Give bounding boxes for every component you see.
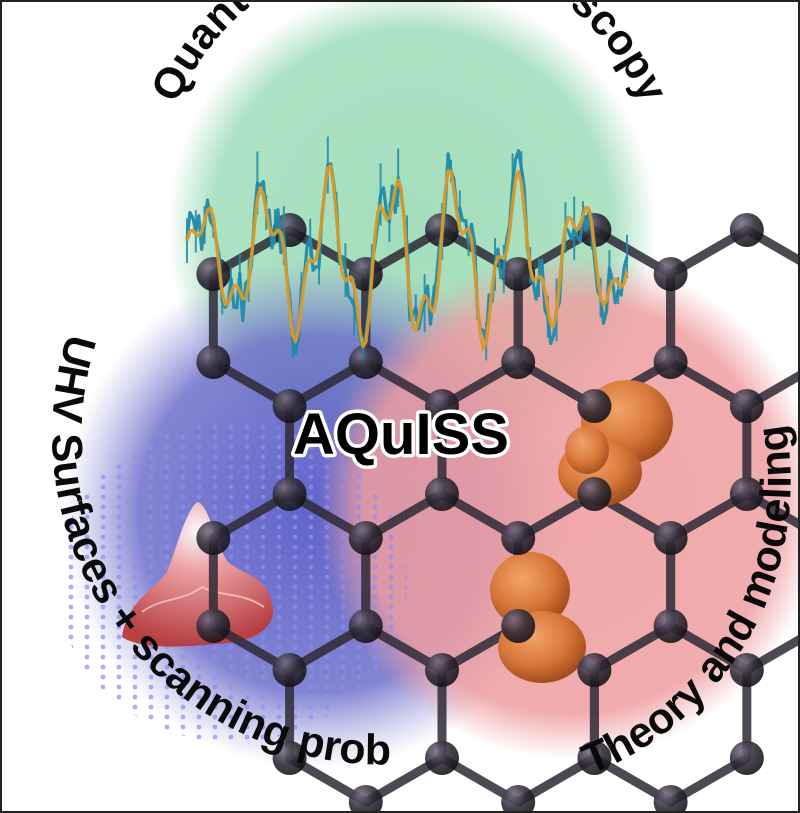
lattice-atom: [272, 389, 307, 423]
stm-surface-topography-icon: [57, 422, 407, 742]
lattice-atom: [653, 609, 688, 643]
lattice-atom: [501, 345, 536, 379]
lattice-atom: [729, 389, 764, 423]
lattice-atom: [577, 741, 612, 775]
lattice-atom: [348, 785, 383, 811]
lattice-atom: [425, 389, 459, 423]
center-title: AQuISS: [293, 402, 509, 467]
lattice-atom: [272, 741, 307, 775]
lattice-atom: [729, 653, 764, 687]
noisy-spectrum-plot-icon: [185, 136, 629, 361]
lattice-atom: [501, 521, 536, 555]
lattice-atom: [348, 345, 383, 379]
lattice-atom: [729, 477, 764, 511]
lattice-atom: [729, 741, 764, 775]
lattice-atom: [196, 609, 231, 643]
lattice-atom: [729, 213, 764, 247]
lattice-atom: [348, 521, 383, 555]
lattice-atom: [272, 653, 307, 687]
lattice-atom: [196, 345, 231, 379]
lattice-atom: [653, 785, 688, 811]
lattice-atom: [196, 521, 231, 555]
lattice-atom: [577, 653, 612, 687]
lattice-atom: [425, 653, 459, 687]
lattice-atom: [501, 257, 536, 291]
lattice-atom: [501, 609, 536, 643]
lattice-atom: [577, 389, 612, 423]
lattice-atom: [425, 741, 459, 775]
lattice-atom: [348, 609, 383, 643]
lattice-atom: [653, 257, 688, 291]
lattice-atom: [501, 785, 536, 811]
lattice-atom: [425, 477, 459, 511]
lattice-atom: [272, 477, 307, 511]
lattice-atom: [577, 477, 612, 511]
lattice-atom: [653, 345, 688, 379]
lattice-atom: [196, 257, 231, 291]
lattice-atom: [653, 521, 688, 555]
